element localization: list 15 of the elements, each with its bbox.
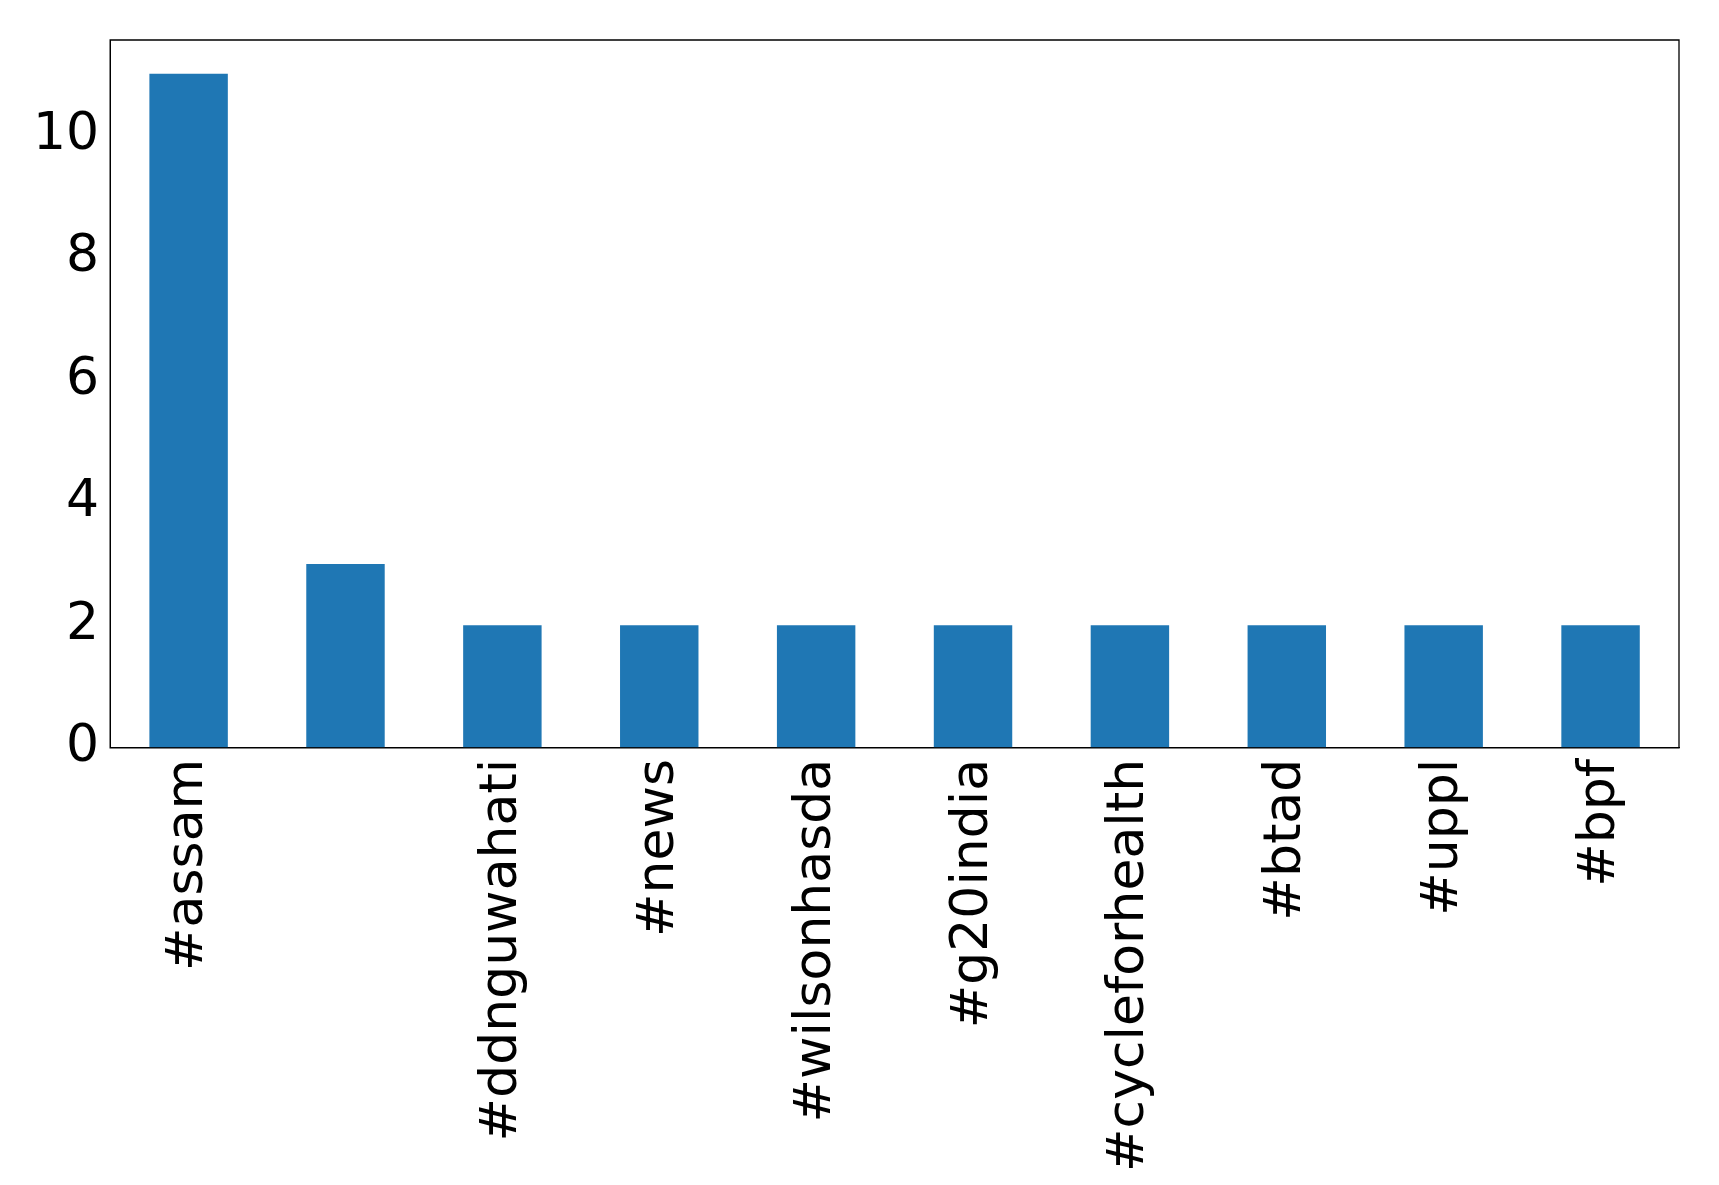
y-tick-label: 2 (66, 590, 100, 651)
x-tick-label: #uppl (1409, 758, 1470, 916)
x-tick-label: #cycleforhealth (1095, 758, 1156, 1172)
x-tick-label: #ddnguwahati (467, 758, 528, 1142)
y-tick-label: 6 (66, 345, 100, 406)
x-tick-label: #g20india (938, 758, 999, 1029)
y-tick-label: 0 (66, 713, 100, 774)
x-tick-label: #assam (154, 758, 215, 971)
x-tick-label: #wilsonhasda (781, 758, 842, 1123)
x-tick-label: #news (624, 758, 685, 937)
y-tick-label: 10 (33, 100, 100, 161)
x-tick-label: #btad (1252, 758, 1313, 921)
y-tick-label: 4 (66, 468, 100, 529)
y-tick-label: 8 (66, 223, 100, 284)
x-tick-label: #bpf (1566, 757, 1627, 887)
